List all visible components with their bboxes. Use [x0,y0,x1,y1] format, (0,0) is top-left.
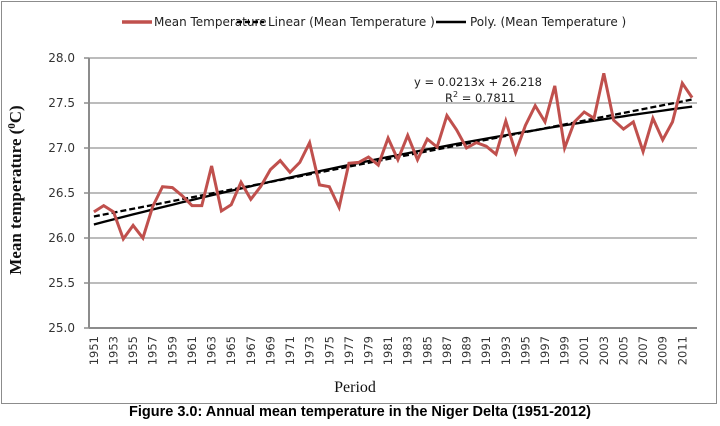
legend-label-linear: Linear (Mean Temperature ) [268,15,435,29]
legend: Mean Temperature Linear (Mean Temperatur… [122,15,626,29]
x-tick-label: 1995 [518,336,532,365]
y-axis-title-main: Mean temperature ( [6,128,25,274]
r-squared-sup: 2 [453,90,458,99]
y-tick-label: 27.0 [48,141,75,155]
trendline-equation: y = 0.0213x + 26.218 [414,75,542,89]
x-tick-label: 1969 [263,336,277,365]
x-tick-label: 1981 [381,336,395,365]
gridlines [84,57,697,329]
x-tick-label: 1975 [322,336,336,365]
r-squared-value: = 0.7811 [458,91,515,105]
y-tick-label: 25.5 [48,276,75,290]
x-tick-label: 1977 [342,336,356,365]
x-tick-label: 1989 [460,336,474,365]
x-tick-label: 1957 [146,336,160,365]
y-tick-label: 27.5 [48,96,75,110]
x-tick-label: 1987 [440,336,454,365]
mean-temperature-line [93,72,694,243]
r-squared-r: R [445,91,453,105]
x-tick-label: 1999 [558,336,572,365]
poly-trendline [93,105,693,226]
y-tick-label: 28.0 [48,51,75,65]
x-tick-label: 1997 [538,336,552,365]
x-tick-label: 2003 [597,336,611,365]
y-axis-title-sup: 0 [6,123,18,129]
x-tick-label: 2005 [616,336,630,365]
legend-label-mean-temperature: Mean Temperature [154,15,267,29]
x-tick-label: 1955 [126,336,140,365]
x-tick-label: 1993 [499,336,513,365]
series-group [93,72,694,243]
x-tick-labels: 1951 1953 1955 1957 1959 1961 1963 1965 1967 1969… [87,336,689,365]
x-tick-label: 1979 [361,336,375,365]
y-tick-label: 25.0 [48,321,75,335]
y-tick-labels: 25.0 25.5 26.0 26.5 27.0 27.5 28.0 [48,51,75,335]
x-tick-label: 1951 [87,336,101,365]
y-tick-label: 26.0 [48,231,75,245]
x-axis-title: Period [334,379,376,396]
y-axis-title: Mean temperature (0C) [6,105,25,274]
x-tick-label: 1971 [283,336,297,365]
x-tick-label: 1985 [420,336,434,365]
x-tick-label: 2001 [577,336,591,365]
figure-caption: Figure 3.0: Annual mean temperature in t… [129,404,591,420]
y-axis-title-end: C) [6,105,25,123]
x-tick-label: 1991 [479,336,493,365]
legend-label-poly: Poly. (Mean Temperature ) [470,15,626,29]
x-tick-label: 1983 [401,336,415,365]
x-tick-label: 1961 [185,336,199,365]
x-tick-label: 2009 [656,336,670,365]
x-tick-label: 1965 [224,336,238,365]
x-tick-label: 1953 [107,336,121,365]
x-tick-label: 1963 [205,336,219,365]
x-tick-label: 2007 [636,336,650,365]
y-tick-label: 26.5 [48,186,75,200]
x-tick-label: 1973 [303,336,317,365]
x-tick-label: 2011 [675,336,689,365]
chart-frame [1,1,717,404]
r-squared-label: R2 = 0.7811 [445,90,515,105]
x-tick-label: 1967 [244,336,258,365]
x-tick-label: 1959 [165,336,179,365]
